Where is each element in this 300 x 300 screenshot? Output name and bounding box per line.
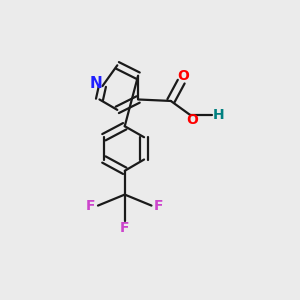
- Text: O: O: [186, 113, 198, 127]
- Text: H: H: [212, 108, 224, 122]
- Text: F: F: [86, 199, 96, 213]
- Text: F: F: [120, 221, 130, 236]
- Text: O: O: [177, 69, 189, 83]
- Text: N: N: [89, 76, 102, 91]
- Text: F: F: [154, 199, 164, 213]
